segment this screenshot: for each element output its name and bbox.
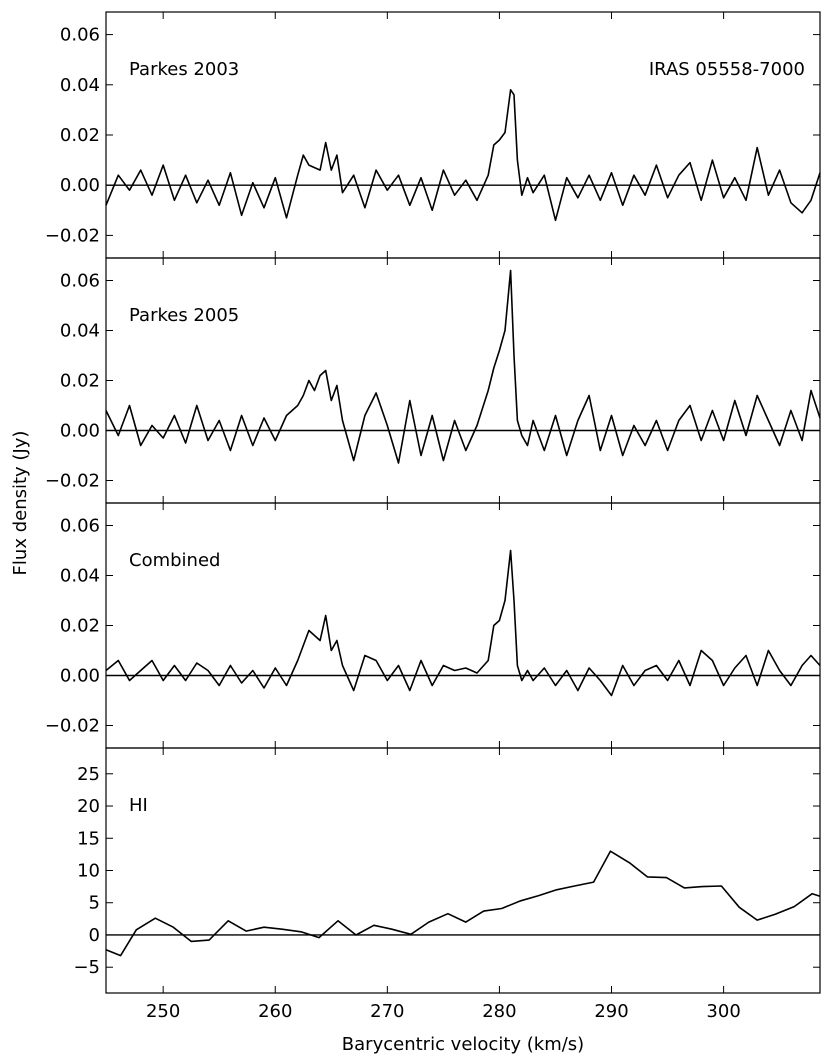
y-tick-label: 15 <box>77 828 100 849</box>
y-axis-title: Flux density (Jy) <box>10 431 31 576</box>
y-tick-label: 10 <box>77 861 100 882</box>
y-tick-label: 0.00 <box>60 421 100 442</box>
y-tick-label: 0.04 <box>60 75 100 96</box>
y-tick-label: 0.02 <box>60 616 100 637</box>
x-tick-label: 300 <box>706 1001 740 1022</box>
spectrum-line-parkes2005 <box>105 269 821 464</box>
panel-combined: −0.02 0.00 0.02 0.04 0.06 Combined <box>45 502 821 749</box>
y-tick-label: 0.00 <box>60 175 100 196</box>
y-tick-label: 0.02 <box>60 371 100 392</box>
y-tick-label: −5 <box>73 957 100 978</box>
y-tick-label: 0.06 <box>60 271 100 292</box>
y-tick-label: 0 <box>89 925 100 946</box>
y-tick-label: 0.04 <box>60 321 100 342</box>
panel-label: Parkes 2003 <box>129 59 239 80</box>
y-tick-label: −0.02 <box>45 716 100 737</box>
y-tick-label: 0.06 <box>60 25 100 46</box>
panel-parkes2003: −0.02 0.00 0.02 0.04 0.06 Parkes 2003 IRAS 055… <box>45 11 821 259</box>
panel-frame <box>105 502 821 749</box>
x-axis-title: Barycentric velocity (km/s) <box>342 1034 584 1055</box>
panel-label: Combined <box>129 550 220 571</box>
y-tick-label: 0.02 <box>60 125 100 146</box>
y-tick-label: −0.02 <box>45 471 100 492</box>
x-tick-label: 290 <box>594 1001 628 1022</box>
panel-frame <box>105 747 821 994</box>
x-tick-label: 280 <box>482 1001 516 1022</box>
y-tick-label: 25 <box>77 764 100 785</box>
y-tick-label: −0.02 <box>45 225 100 246</box>
x-tick-label: 270 <box>370 1001 404 1022</box>
panel-parkes2005: −0.02 0.00 0.02 0.04 0.06 Parkes 2005 <box>45 257 821 504</box>
panel-hi: −5 0 5 10 15 20 25 250 260 270 280 290 300 HI <box>73 747 821 1022</box>
source-annotation: IRAS 05558-7000 <box>649 59 805 80</box>
x-tick-label: 250 <box>146 1001 180 1022</box>
spectrum-line-hi <box>105 850 821 957</box>
panel-label: Parkes 2005 <box>129 305 239 326</box>
panel-label: HI <box>129 795 148 816</box>
y-tick-label: 5 <box>89 893 100 914</box>
y-tick-label: 0.06 <box>60 516 100 537</box>
panel-frame <box>105 257 821 504</box>
spectrum-line-parkes2003 <box>105 89 821 222</box>
y-tick-label: 0.04 <box>60 566 100 587</box>
y-tick-label: 20 <box>77 796 100 817</box>
x-tick-label: 260 <box>258 1001 292 1022</box>
y-tick-label: 0.00 <box>60 666 100 687</box>
panel-group: −0.02 0.00 0.02 0.04 0.06 Parkes 2003 IRAS 055… <box>45 11 821 1022</box>
panel-frame <box>105 11 821 259</box>
spectrum-line-combined <box>105 549 821 697</box>
